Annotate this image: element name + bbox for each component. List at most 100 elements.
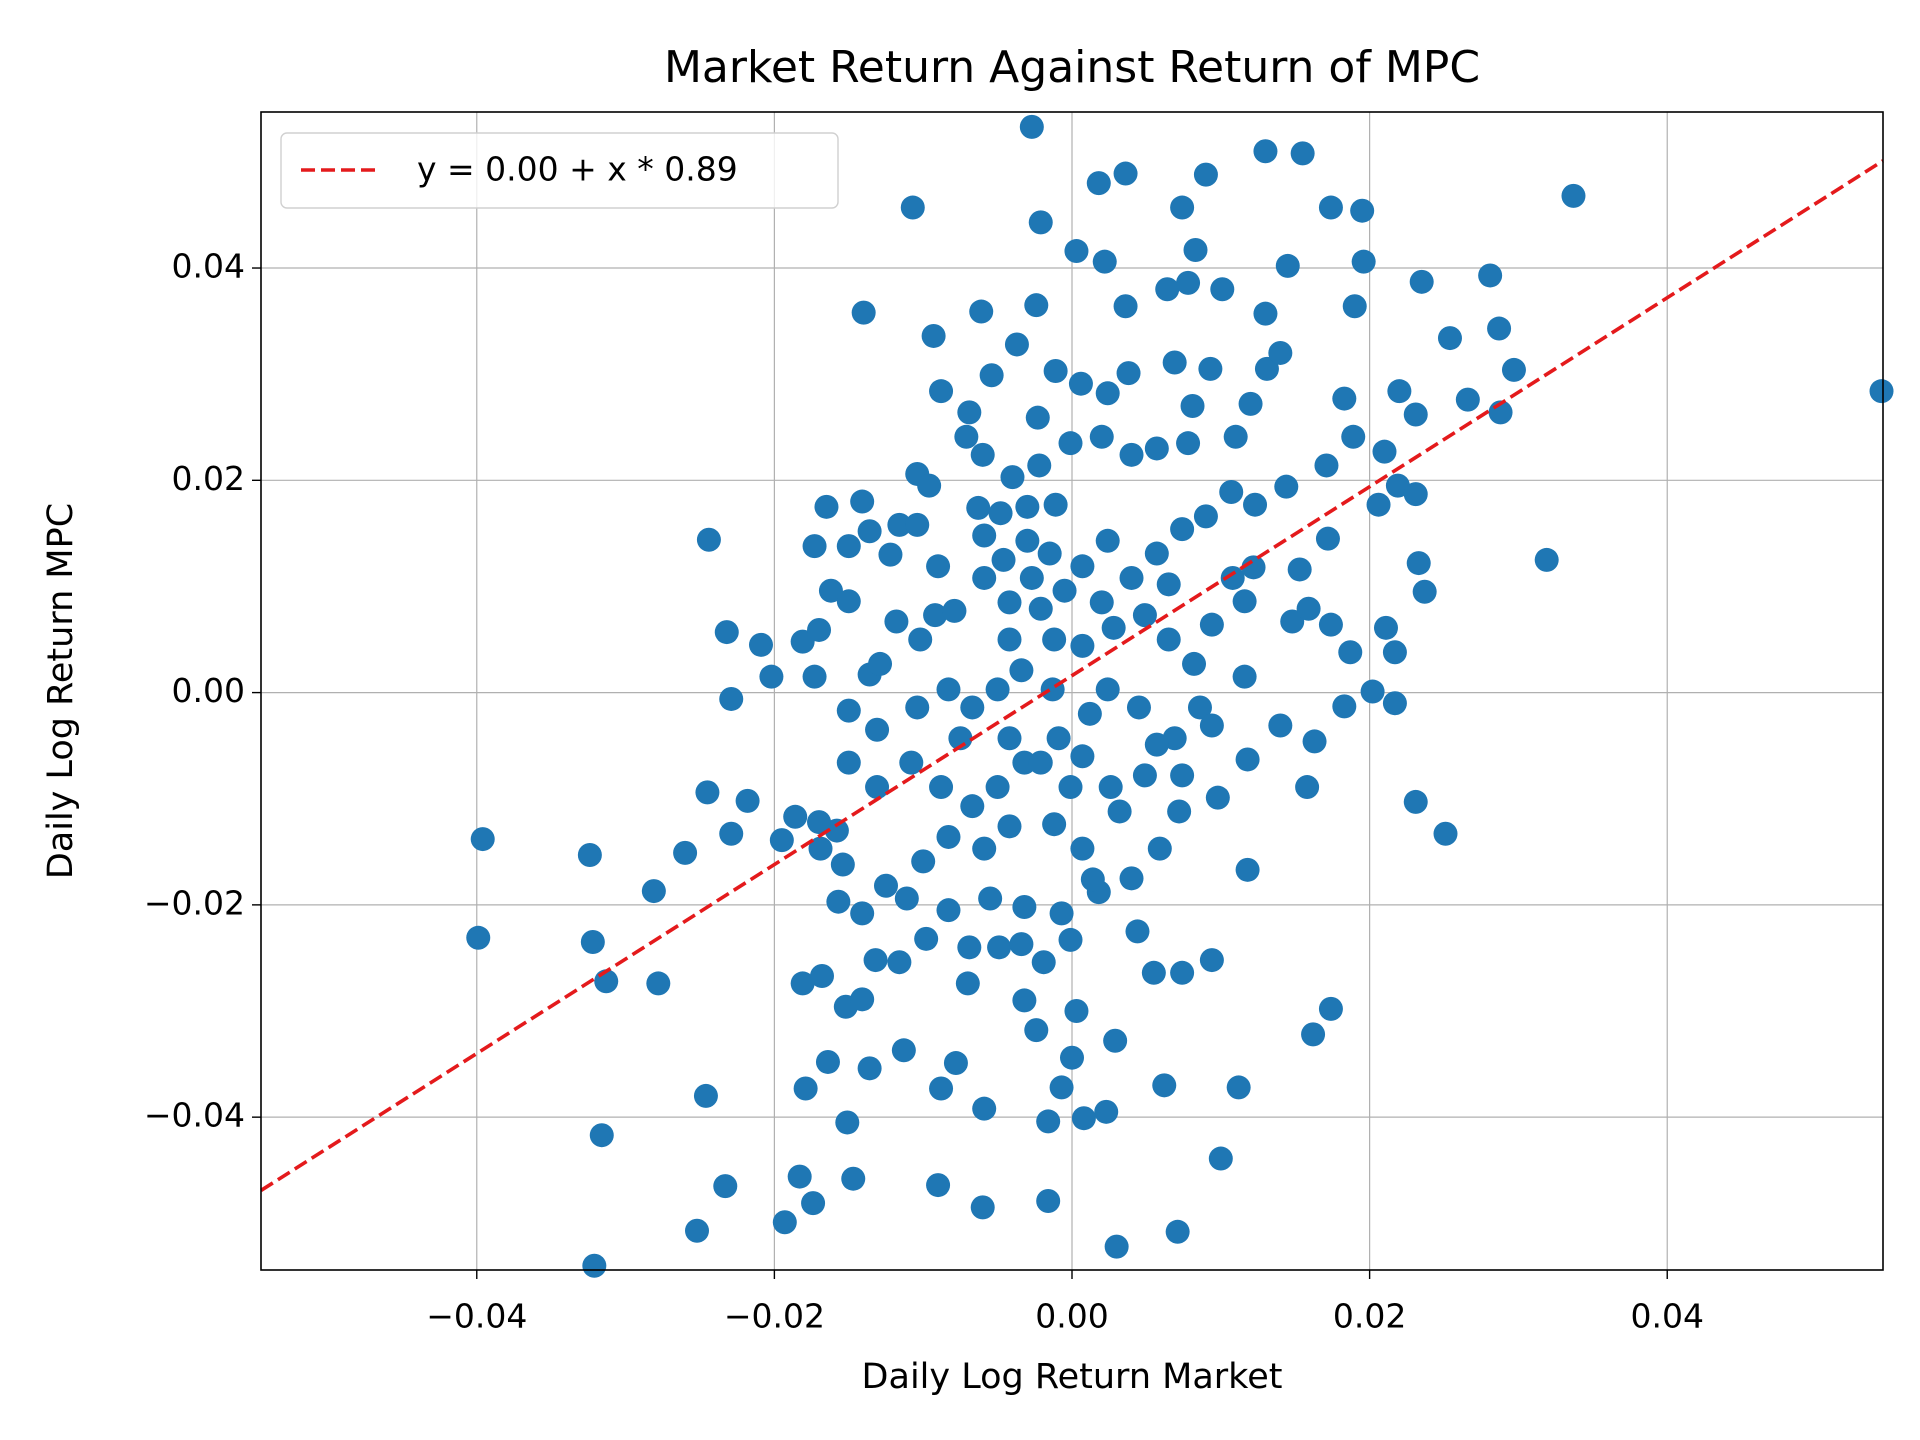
scatter-point: [1296, 596, 1321, 621]
scatter-point: [1314, 453, 1339, 478]
scatter-point: [1235, 857, 1260, 882]
scatter-point: [1170, 763, 1195, 788]
scatter-point: [957, 400, 982, 425]
scatter-point: [1089, 590, 1114, 615]
scatter-point: [673, 840, 698, 865]
scatter-point: [900, 195, 925, 220]
scatter-point: [719, 821, 744, 846]
scatter-point: [1042, 627, 1067, 652]
scatter-point: [850, 987, 875, 1012]
scatter-point: [1155, 277, 1180, 302]
scatter-point: [1253, 139, 1278, 164]
scatter-point: [1092, 249, 1117, 274]
scatter-point: [1412, 579, 1437, 604]
scatter-point: [836, 589, 861, 614]
scatter-point: [1268, 713, 1293, 738]
scatter-point: [1165, 1219, 1190, 1244]
points: [466, 114, 1894, 1278]
scatter-point: [1226, 1075, 1251, 1100]
scatter-point: [1193, 162, 1218, 187]
scatter-point: [693, 1083, 718, 1108]
scatter-point: [1170, 517, 1195, 542]
scatter-point: [836, 534, 861, 559]
scatter-point: [857, 1056, 882, 1081]
scatter-point: [1119, 565, 1144, 590]
scatter-point: [1070, 633, 1095, 658]
scatter-point: [1360, 679, 1385, 704]
scatter-point: [878, 542, 903, 567]
scatter-point: [970, 442, 995, 467]
scatter-point: [1318, 195, 1343, 220]
y-tick-label: −0.02: [144, 883, 245, 922]
scatter-point: [972, 1096, 997, 1121]
scatter-point: [808, 836, 833, 861]
scatter-point: [1170, 195, 1195, 220]
scatter-point: [921, 323, 946, 348]
scatter-point: [1104, 1234, 1129, 1259]
scatter-point: [926, 1173, 951, 1198]
scatter-point: [589, 1123, 614, 1148]
fit: [260, 159, 1884, 1192]
scatter-point: [1064, 239, 1089, 264]
scatter-point: [577, 842, 602, 867]
scatter-point: [1036, 1189, 1061, 1214]
scatter-point: [802, 534, 827, 559]
scatter-point: [985, 775, 1010, 800]
scatter-point: [1058, 927, 1083, 952]
scatter-point: [908, 627, 933, 652]
scatter-point: [835, 1110, 860, 1135]
scatter-point: [1318, 612, 1343, 637]
scatter-point: [1338, 640, 1363, 665]
scatter-point: [759, 664, 784, 689]
scatter-point: [1107, 799, 1132, 824]
scatter-point: [787, 1164, 812, 1189]
scatter-point: [685, 1218, 710, 1243]
x-axis-label: Daily Log Return Market: [862, 1357, 1283, 1397]
fit-line: [260, 159, 1884, 1192]
scatter-point: [1080, 867, 1105, 892]
scatter-point: [1119, 866, 1144, 891]
scatter-point: [1068, 371, 1093, 396]
scatter-point: [1220, 565, 1245, 590]
scatter-point: [807, 617, 832, 642]
y-tick-label: 0.04: [172, 247, 245, 286]
scatter-point: [1199, 713, 1224, 738]
scatter-point: [470, 827, 495, 852]
scatter-point: [1232, 664, 1257, 689]
scatter-point: [1152, 1073, 1177, 1098]
scatter-point: [1385, 473, 1410, 498]
scatter-point: [851, 300, 876, 325]
scatter-point: [1028, 596, 1053, 621]
legend-box: [280, 132, 839, 209]
scatter-point: [997, 627, 1022, 652]
scatter-point: [926, 554, 951, 579]
scatter-point: [868, 651, 893, 676]
scatter-point: [1341, 424, 1366, 449]
scatter-point: [978, 886, 1003, 911]
scatter-point: [969, 299, 994, 324]
scatter-point: [1103, 1028, 1128, 1053]
scatter-point: [966, 495, 991, 520]
scatter-point: [466, 925, 491, 950]
x-tick-label: 0.04: [1630, 1297, 1703, 1336]
scatter-point: [696, 527, 721, 552]
scatter-point: [1132, 763, 1157, 788]
scatter-point: [865, 775, 890, 800]
scatter-point: [793, 1076, 818, 1101]
scatter-point: [824, 818, 849, 843]
scatter-point: [1238, 391, 1263, 416]
scatter-point: [1144, 436, 1169, 461]
scatter-point: [1012, 894, 1037, 919]
scatter-point: [1342, 294, 1367, 319]
scatter-point: [972, 523, 997, 548]
scatter-point: [1058, 775, 1083, 800]
scatter-point: [1205, 785, 1230, 810]
scatter-point: [1167, 799, 1192, 824]
scatter-point: [1387, 379, 1412, 404]
scatter-point: [1332, 386, 1357, 411]
scatter-point: [1302, 729, 1327, 754]
scatter-point: [1028, 210, 1053, 235]
scatter-point: [1478, 263, 1503, 288]
